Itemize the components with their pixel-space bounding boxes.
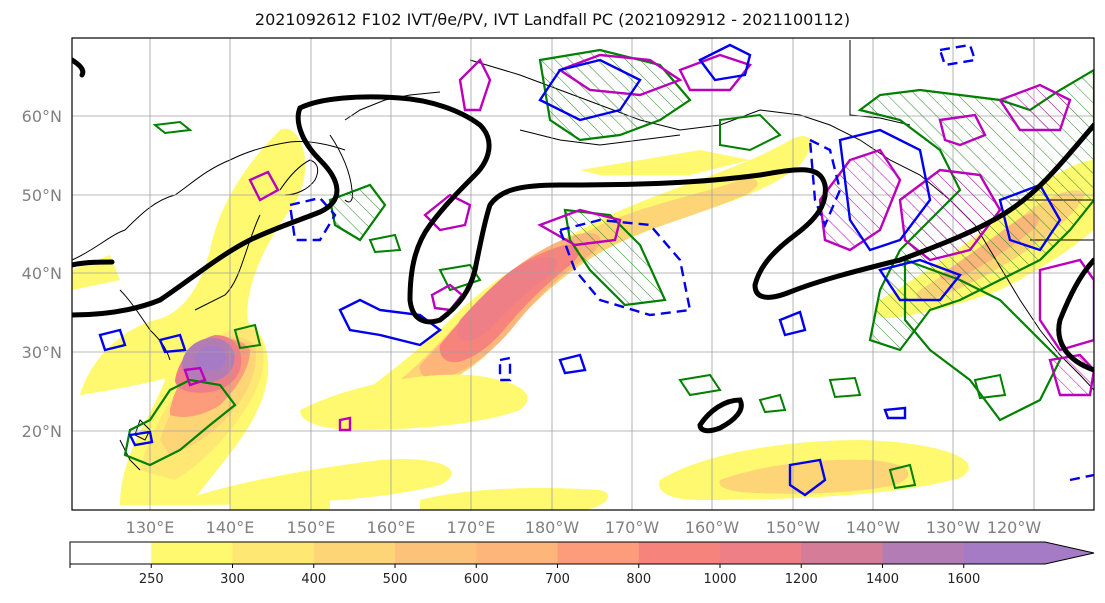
colorbar-ticks: 250 300 400 500 600 700 800 1000 1200 1400 1600: [69, 564, 980, 587]
pv-negative-contours: [288, 43, 1094, 482]
lon-label-170e: 170°E: [447, 518, 496, 537]
lon-label-140w: 140°W: [846, 518, 901, 537]
colorbar-swatch: [313, 542, 396, 564]
colorbar: 250 300 400 500 600 700 800 1000 1200 1400 1600: [69, 541, 1095, 587]
theta-e-contours: [72, 57, 1094, 434]
colorbar-tick-label: 1600: [947, 572, 980, 587]
colorbar-tick-label: 400: [301, 572, 326, 587]
colorbar-swatch: [232, 542, 315, 564]
colorbar-outline: [69, 541, 1095, 565]
colorbar-tick-label: 1400: [866, 572, 899, 587]
colorbar-swatch: [151, 542, 233, 564]
colorbar-swatch: [476, 542, 558, 564]
colorbar-tick-label: 600: [464, 572, 489, 587]
colorbar-tick-label: 700: [545, 572, 570, 587]
pv-contours: [98, 43, 1062, 497]
colorbar-swatch: [801, 542, 883, 564]
colorbar-swatches: [70, 542, 1046, 564]
colorbar-tick-label: 500: [383, 572, 408, 587]
colorbar-tick-label: 250: [139, 572, 164, 587]
colorbar-swatch: [963, 542, 1046, 564]
colorbar-swatch: [638, 542, 721, 564]
colorbar-tick-label: 300: [220, 572, 245, 587]
lon-label-150w: 150°W: [766, 518, 821, 537]
lon-label-160e: 160°E: [367, 518, 416, 537]
lon-label-150e: 150°E: [287, 518, 336, 537]
lon-label-160w: 160°W: [685, 518, 740, 537]
lon-label-130w: 130°W: [926, 518, 981, 537]
colorbar-tick-label: 1200: [785, 572, 818, 587]
lat-label-20n: 20°N: [22, 422, 62, 441]
map-title: 2021092612 F102 IVT/θe/PV, IVT Landfall …: [254, 10, 851, 29]
colorbar-swatch: [395, 542, 477, 564]
lon-label-120w: 120°W: [987, 518, 1042, 537]
lon-label-180w: 180°W: [525, 518, 580, 537]
lat-label-60n: 60°N: [22, 107, 62, 126]
lon-label-140e: 140°E: [206, 518, 255, 537]
lon-label-170w: 170°W: [605, 518, 660, 537]
colorbar-swatch: [557, 542, 640, 564]
colorbar-extend-arrow: [1045, 542, 1094, 564]
map-frame: [71, 37, 1095, 511]
lon-label-130e: 130°E: [126, 518, 175, 537]
lat-label-40n: 40°N: [22, 264, 62, 283]
lat-label-50n: 50°N: [22, 186, 62, 205]
colorbar-tick-label: 800: [626, 572, 651, 587]
colorbar-tick-label: 1000: [703, 572, 736, 587]
colorbar-swatch: [720, 542, 802, 564]
colorbar-swatch: [882, 542, 965, 564]
colorbar-swatch: [70, 542, 152, 564]
lat-label-30n: 30°N: [22, 343, 62, 362]
